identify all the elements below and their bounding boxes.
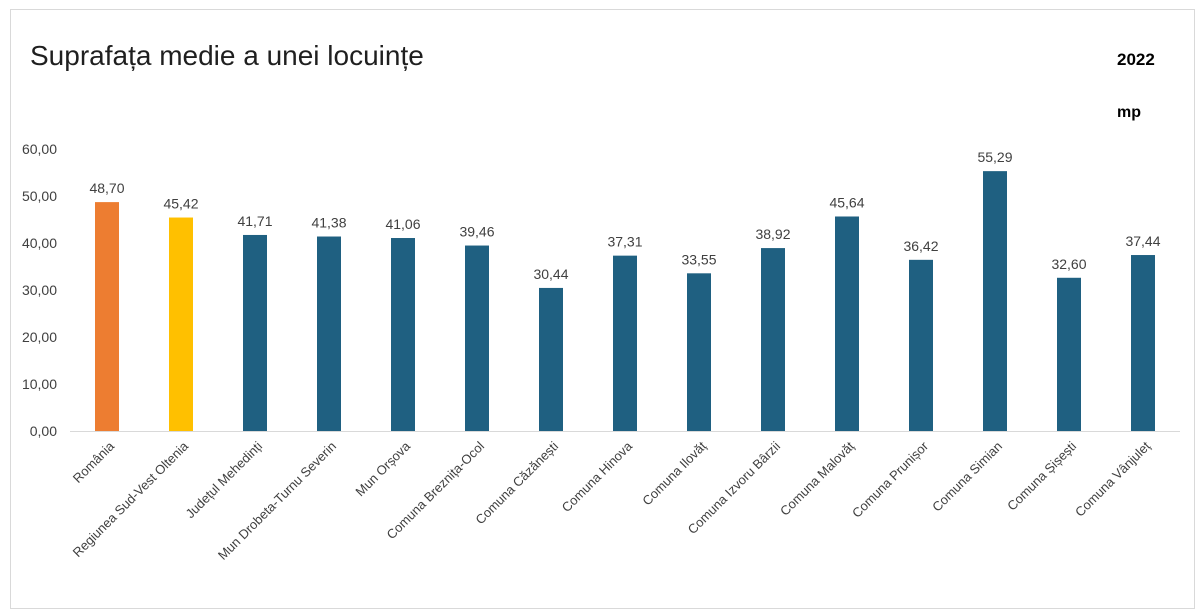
category-label: România bbox=[70, 438, 118, 486]
y-tick-label: 50,00 bbox=[22, 188, 57, 204]
bar bbox=[835, 216, 859, 431]
data-label: 45,64 bbox=[829, 194, 864, 210]
bar bbox=[1131, 255, 1155, 431]
category-label: Comuna Ilovăț bbox=[639, 438, 709, 508]
y-tick-label: 10,00 bbox=[22, 376, 57, 392]
data-label: 33,55 bbox=[681, 251, 716, 267]
data-label: 36,42 bbox=[903, 238, 938, 254]
category-label: Comuna Căzănești bbox=[472, 438, 561, 527]
y-tick-label: 20,00 bbox=[22, 329, 57, 345]
chart-title: Suprafața medie a unei locuințe bbox=[30, 40, 424, 71]
bar bbox=[761, 248, 785, 431]
data-label: 37,44 bbox=[1125, 233, 1160, 249]
category-label: Comuna Hinova bbox=[559, 438, 636, 515]
category-label: Mun Orșova bbox=[352, 438, 413, 499]
y-tick-label: 40,00 bbox=[22, 235, 57, 251]
category-label: Comuna Prunișor bbox=[849, 438, 932, 521]
data-label: 32,60 bbox=[1051, 256, 1086, 272]
category-label: Comuna Malovăț bbox=[777, 438, 857, 518]
bar bbox=[317, 236, 341, 431]
data-label: 39,46 bbox=[459, 224, 494, 240]
category-label: Mun Drobeta-Turnu Severin bbox=[215, 439, 339, 563]
bar bbox=[1057, 277, 1081, 431]
bar bbox=[613, 255, 637, 431]
data-label: 41,71 bbox=[237, 213, 272, 229]
data-label: 41,06 bbox=[385, 216, 420, 232]
category-label: Comuna Simian bbox=[929, 439, 1005, 515]
category-label: Comuna Vânjuleț bbox=[1072, 438, 1153, 519]
category-label: Județul Mehedinți bbox=[182, 438, 265, 521]
bar bbox=[687, 273, 711, 431]
bar bbox=[169, 217, 193, 431]
bar bbox=[465, 245, 489, 431]
bar bbox=[243, 234, 267, 431]
y-tick-label: 0,00 bbox=[30, 423, 57, 439]
data-label: 38,92 bbox=[755, 226, 790, 242]
bar bbox=[391, 238, 415, 431]
data-label: 30,44 bbox=[533, 266, 568, 282]
y-tick-label: 30,00 bbox=[22, 282, 57, 298]
data-label: 37,31 bbox=[607, 234, 642, 250]
bar bbox=[909, 259, 933, 431]
bar bbox=[539, 287, 563, 431]
y-tick-label: 60,00 bbox=[22, 141, 57, 157]
data-label: 45,42 bbox=[163, 196, 198, 212]
category-label: Comuna Șișești bbox=[1004, 438, 1079, 513]
bar bbox=[983, 171, 1007, 431]
data-label: 48,70 bbox=[89, 180, 124, 196]
data-label: 41,38 bbox=[311, 215, 346, 231]
data-label: 55,29 bbox=[977, 149, 1012, 165]
bar bbox=[95, 202, 119, 431]
unit-label: mp bbox=[1117, 104, 1141, 121]
chart-year: 2022 bbox=[1117, 50, 1155, 69]
